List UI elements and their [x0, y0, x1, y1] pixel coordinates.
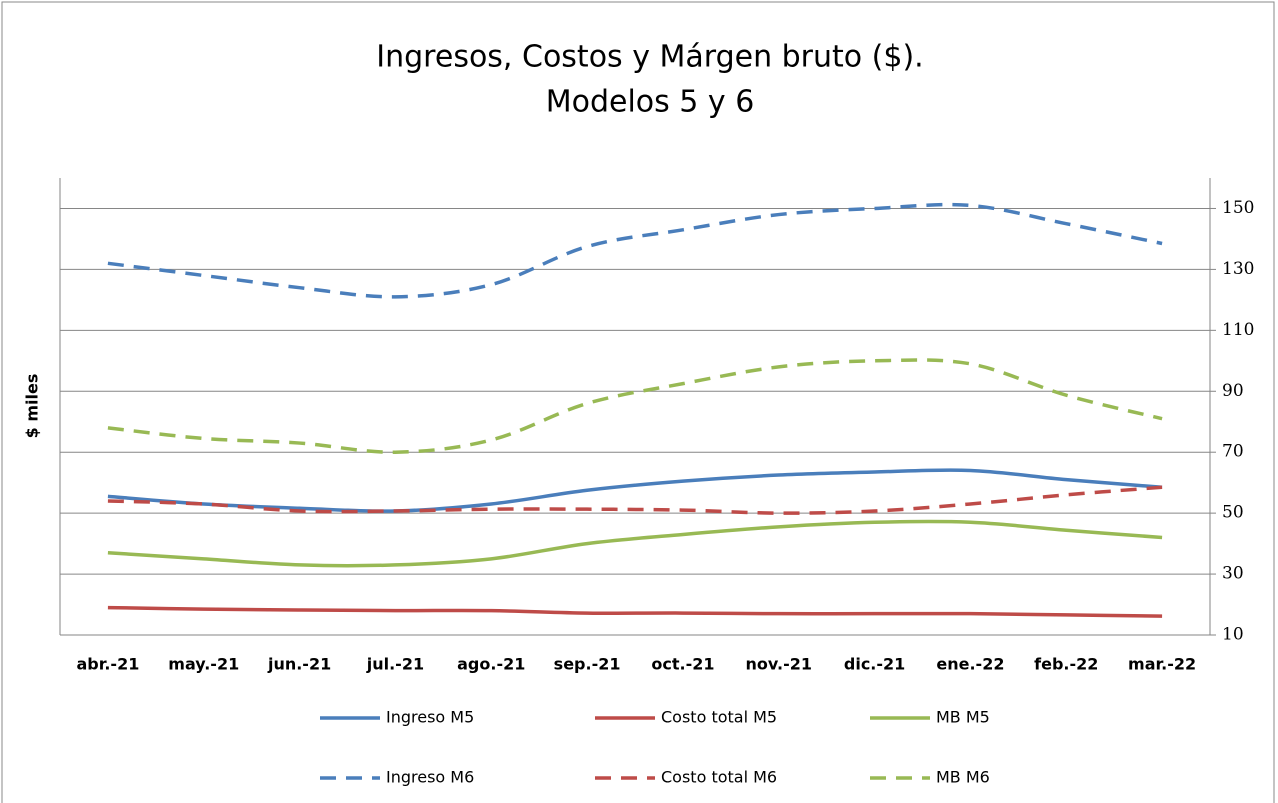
x-tick-label: jul.-21: [366, 655, 424, 674]
series-line: [107, 358, 1163, 454]
y-tick-label: 70: [1222, 442, 1244, 462]
y-tick-label: 50: [1222, 503, 1244, 523]
x-tick-label: may.-21: [168, 655, 239, 674]
legend-label: Costo total M6: [661, 768, 777, 787]
y-tick-label: 90: [1222, 381, 1244, 401]
y-tick-label: 30: [1222, 564, 1244, 584]
legend-label: Costo total M5: [661, 708, 777, 727]
y-tick-label: 130: [1222, 259, 1254, 279]
y-tick-label: 10: [1222, 625, 1244, 645]
series-line: [107, 485, 1163, 515]
legend-label: Ingreso M5: [386, 708, 474, 727]
y-axis-label: $ miles: [23, 374, 42, 439]
x-tick-label: ene.-22: [936, 655, 1004, 674]
x-tick-label: oct.-21: [651, 655, 714, 674]
y-tick-label: 150: [1222, 198, 1254, 218]
x-tick-label: jun.-21: [267, 655, 331, 674]
x-tick-label: mar.-22: [1128, 655, 1196, 674]
legend-label: Ingreso M6: [386, 768, 474, 787]
x-tick-label: feb.-22: [1034, 655, 1098, 674]
x-tick-label: dic.-21: [844, 655, 905, 674]
x-tick-label: abr.-21: [76, 655, 139, 674]
legend-label: MB M5: [936, 708, 990, 727]
series-line: [107, 202, 1163, 299]
x-tick-label: ago.-21: [457, 655, 525, 674]
series-line: [107, 519, 1163, 568]
series-line: [107, 468, 1163, 513]
x-tick-label: sep.-21: [554, 655, 621, 674]
chart-title: Ingresos, Costos y Márgen bruto ($).: [376, 40, 923, 75]
x-tick-label: nov.-21: [746, 655, 813, 674]
y-tick-label: 110: [1222, 320, 1254, 340]
legend-label: MB M6: [936, 768, 990, 787]
chart-subtitle: Modelos 5 y 6: [546, 85, 755, 120]
series-line: [107, 605, 1163, 618]
